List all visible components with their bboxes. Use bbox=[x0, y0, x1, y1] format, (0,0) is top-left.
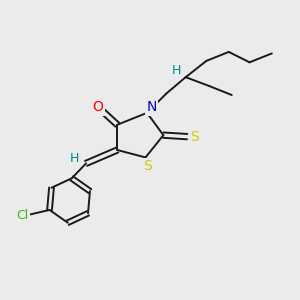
Text: O: O bbox=[92, 100, 104, 114]
Text: Cl: Cl bbox=[16, 209, 28, 222]
Text: H: H bbox=[70, 152, 80, 164]
Text: N: N bbox=[146, 100, 157, 115]
Text: S: S bbox=[143, 159, 152, 173]
Text: H: H bbox=[172, 64, 181, 77]
Text: S: S bbox=[190, 130, 199, 144]
